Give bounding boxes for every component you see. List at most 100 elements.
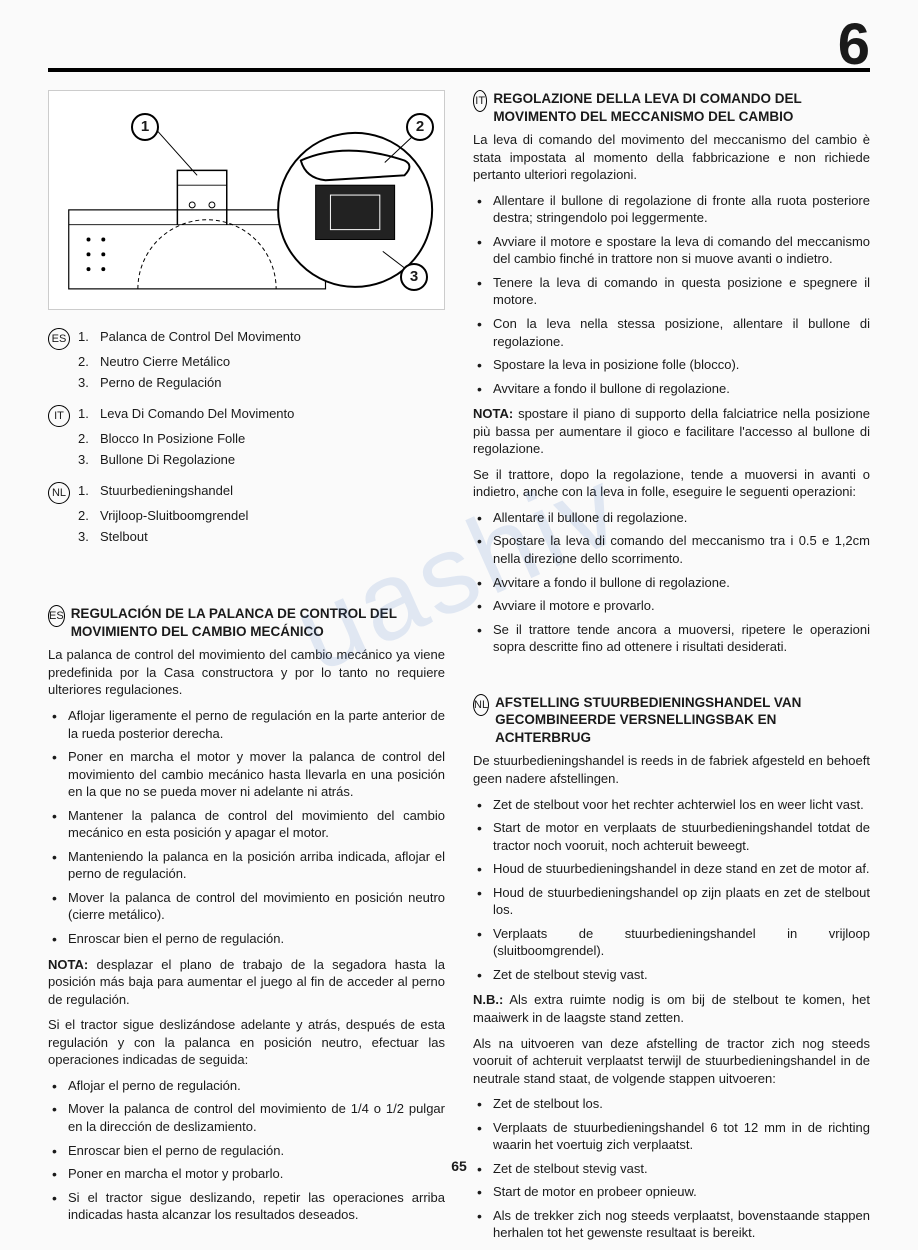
chapter-number: 6: [838, 6, 870, 84]
list-item: Verplaats de stuurbedieningshandel 6 tot…: [493, 1119, 870, 1154]
list-item: Mover la palanca de control del movimien…: [68, 889, 445, 924]
es-intro: La palanca de control del movimiento del…: [48, 646, 445, 699]
list-item: Avvitare a fondo il bullone di regolazio…: [493, 380, 870, 398]
list-item: Spostare la leva in posizione folle (blo…: [493, 356, 870, 374]
legend-row: IT 1.Leva Di Comando Del Movimento: [48, 405, 445, 427]
left-column: 1 2 3 ES1.Palanca de Control Del Movimen…: [48, 90, 445, 1250]
list-item: Poner en marcha el motor y mover la pala…: [68, 748, 445, 801]
list-item: Manteniendo la palanca en la posición ar…: [68, 848, 445, 883]
list-item: Houd de stuurbedieningshandel in deze st…: [493, 860, 870, 878]
legend-row: 3.Bullone Di Regolazione: [48, 451, 445, 469]
es-bullets-1: Aflojar ligeramente el perno de regulaci…: [48, 707, 445, 948]
list-item: Spostare la leva di comando del meccanis…: [493, 532, 870, 567]
list-item: Verplaats de stuurbedieningshandel in vr…: [493, 925, 870, 960]
parts-diagram: 1 2 3: [48, 90, 445, 310]
list-item: Enroscar bien el perno de regulación.: [68, 930, 445, 948]
right-column: IT REGOLAZIONE DELLA LEVA DI COMANDO DEL…: [473, 90, 870, 1250]
es-section-header: ES REGULACIÓN DE LA PALANCA DE CONTROL D…: [48, 605, 445, 640]
legend-text: Blocco In Posizione Folle: [100, 430, 445, 448]
es-note-label: NOTA:: [48, 957, 88, 972]
nl-section-header: NL AFSTELLING STUURBEDIENINGSHANDEL VAN …: [473, 694, 870, 747]
it-bullets-2: Allentare il bullone di regolazione. Spos…: [473, 509, 870, 656]
legend-number: 2.: [78, 353, 100, 371]
list-item: Aflojar el perno de regulación.: [68, 1077, 445, 1095]
legend-row: ES 1.Palanca de Control Del Movimento: [48, 328, 445, 350]
list-item: Avviare il motore e provarlo.: [493, 597, 870, 615]
legend-text: Stuurbedieningshandel: [100, 482, 445, 504]
nl-note-text: Als extra ruimte nodig is om bij de stel…: [473, 992, 870, 1025]
page-number: 65: [0, 1157, 918, 1176]
nl-para2: Als na uitvoeren van deze afstelling de …: [473, 1035, 870, 1088]
legend-number: 2.: [78, 430, 100, 448]
diagram-callout-2: 2: [406, 113, 434, 141]
legend-block-it: IT1.Leva Di Comando Del Movimento2.Blocc…: [48, 405, 445, 468]
it-lang-badge: IT: [473, 90, 487, 112]
list-item: Se il trattore tende ancora a muoversi, …: [493, 621, 870, 656]
it-intro: La leva di comando del movimento del mec…: [473, 131, 870, 184]
nl-intro: De stuurbedieningshandel is reeds in de …: [473, 752, 870, 787]
nl-note-label: N.B.:: [473, 992, 503, 1007]
list-item: Avvitare a fondo il bullone di regolazio…: [493, 574, 870, 592]
list-item: Start de motor en probeer opnieuw.: [493, 1183, 870, 1201]
es-bullets-2: Aflojar el perno de regulación. Mover la …: [48, 1077, 445, 1224]
legend-text: Neutro Cierre Metálico: [100, 353, 445, 371]
list-item: Allentare il bullone di regolazione di f…: [493, 192, 870, 227]
es-note-text: desplazar el plano de trabajo de la sega…: [48, 957, 445, 1007]
legend-block-es: ES1.Palanca de Control Del Movimento2.Ne…: [48, 328, 445, 391]
legend-number: 3.: [78, 374, 100, 392]
list-item: Als de trekker zich nog steeds verplaats…: [493, 1207, 870, 1242]
nl-note: N.B.: Als extra ruimte nodig is om bij d…: [473, 991, 870, 1026]
it-bullets-1: Allentare il bullone di regolazione di f…: [473, 192, 870, 397]
list-item: Si el tractor sigue deslizando, repetir …: [68, 1189, 445, 1224]
legend-number: 3.: [78, 451, 100, 469]
it-section-header: IT REGOLAZIONE DELLA LEVA DI COMANDO DEL…: [473, 90, 870, 125]
legend-row: 3.Stelbout: [48, 528, 445, 546]
es-note: NOTA: desplazar el plano de trabajo de l…: [48, 956, 445, 1009]
diagram-callout-3: 3: [400, 263, 428, 291]
legend-text: Vrijloop-Sluitboomgrendel: [100, 507, 445, 525]
legend-text: Stelbout: [100, 528, 445, 546]
list-item: Con la leva nella stessa posizione, alle…: [493, 315, 870, 350]
it-note-text: spostare il piano di supporto della falc…: [473, 406, 870, 456]
legend-number: 2.: [78, 507, 100, 525]
header-rule: [48, 68, 870, 72]
list-item: Allentare il bullone di regolazione.: [493, 509, 870, 527]
nl-bullets-1: Zet de stelbout voor het rechter achterw…: [473, 796, 870, 984]
legend-row: NL 1.Stuurbedieningshandel: [48, 482, 445, 504]
list-item: Avviare il motore e spostare la leva di …: [493, 233, 870, 268]
legend-text: Palanca de Control Del Movimento: [100, 328, 445, 350]
list-item: Tenere la leva di comando in questa posi…: [493, 274, 870, 309]
diagram-callout-1: 1: [131, 113, 159, 141]
legend-row: 2.Blocco In Posizione Folle: [48, 430, 445, 448]
legend-text: Perno de Regulación: [100, 374, 445, 392]
es-section-title: REGULACIÓN DE LA PALANCA DE CONTROL DEL …: [71, 605, 445, 640]
nl-section-title: AFSTELLING STUURBEDIENINGSHANDEL VAN GEC…: [495, 694, 870, 747]
list-item: Start de motor en verplaats de stuurbedi…: [493, 819, 870, 854]
list-item: Mover la palanca de control del movimien…: [68, 1100, 445, 1135]
legend-block-nl: NL1.Stuurbedieningshandel2.Vrijloop-Slui…: [48, 482, 445, 545]
list-item: Zet de stelbout stevig vast.: [493, 966, 870, 984]
legend-number: 3.: [78, 528, 100, 546]
it-section-title: REGOLAZIONE DELLA LEVA DI COMANDO DEL MO…: [493, 90, 870, 125]
it-note: NOTA: spostare il piano di supporto dell…: [473, 405, 870, 458]
it-legend-badge: IT: [48, 405, 70, 427]
list-item: Mantener la palanca de control del movim…: [68, 807, 445, 842]
legend-row: 3.Perno de Regulación: [48, 374, 445, 392]
legend-row: 2.Vrijloop-Sluitboomgrendel: [48, 507, 445, 525]
legend-number: 1.: [78, 328, 100, 350]
list-item: Houd de stuurbedieningshandel op zijn pl…: [493, 884, 870, 919]
es-lang-badge: ES: [48, 605, 65, 627]
list-item: Zet de stelbout voor het rechter achterw…: [493, 796, 870, 814]
legend-number: 1.: [78, 482, 100, 504]
nl-lang-badge: NL: [473, 694, 489, 716]
es-legend-badge: ES: [48, 328, 70, 350]
list-item: Zet de stelbout los.: [493, 1095, 870, 1113]
list-item: Aflojar ligeramente el perno de regulaci…: [68, 707, 445, 742]
legend-row: 2.Neutro Cierre Metálico: [48, 353, 445, 371]
legend-number: 1.: [78, 405, 100, 427]
es-para2: Si el tractor sigue deslizándose adelant…: [48, 1016, 445, 1069]
nl-legend-badge: NL: [48, 482, 70, 504]
legend-text: Bullone Di Regolazione: [100, 451, 445, 469]
legend-text: Leva Di Comando Del Movimento: [100, 405, 445, 427]
it-para2: Se il trattore, dopo la regolazione, ten…: [473, 466, 870, 501]
